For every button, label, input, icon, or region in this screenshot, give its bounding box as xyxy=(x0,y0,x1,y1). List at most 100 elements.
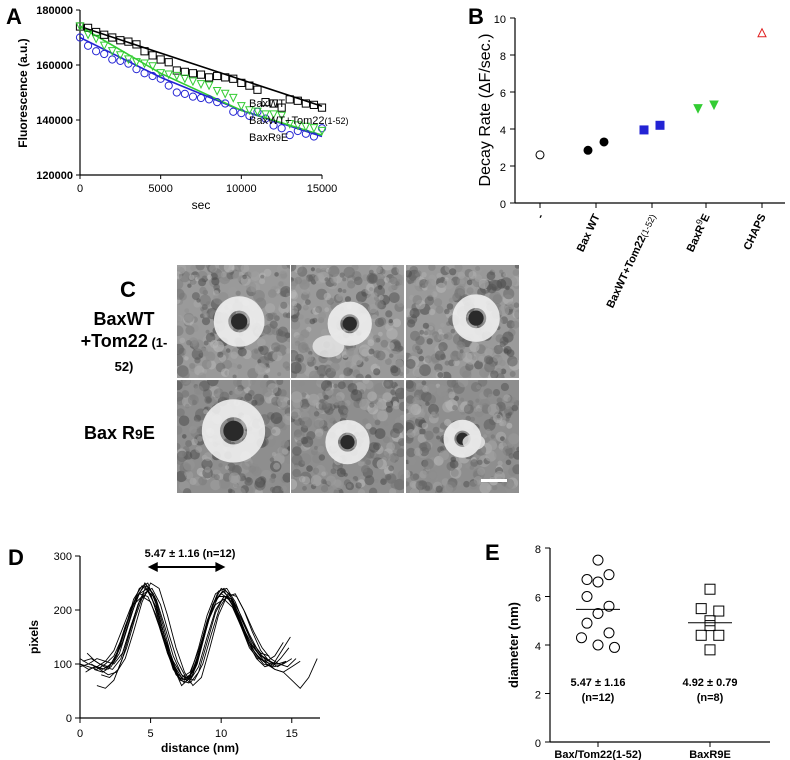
em-noise-blob xyxy=(357,489,366,493)
em-noise-blob xyxy=(424,430,434,441)
em-noise-blob xyxy=(309,318,316,325)
chart-b-point xyxy=(639,125,649,135)
em-noise-blob xyxy=(376,350,386,361)
em-noise-blob xyxy=(457,271,465,279)
em-noise-blob xyxy=(302,485,307,491)
em-noise-blob xyxy=(355,373,364,378)
em-noise-blob xyxy=(392,318,402,328)
em-noise-blob xyxy=(484,361,495,373)
em-noise-blob xyxy=(425,485,431,491)
em-noise-blob xyxy=(470,416,475,422)
em-noise-blob xyxy=(354,276,363,286)
em-noise-blob xyxy=(409,308,420,319)
em-noise-blob xyxy=(282,312,289,318)
em-noise-blob xyxy=(415,480,426,491)
em-noise-blob xyxy=(191,292,200,301)
em-noise-blob xyxy=(399,277,404,286)
em-noise-blob xyxy=(204,466,211,473)
em-noise-blob xyxy=(291,314,299,323)
panel-label-d: D xyxy=(8,545,24,570)
em-noise-blob xyxy=(328,487,340,493)
chart-e-point-0 xyxy=(603,627,615,639)
em-noise-blob xyxy=(367,339,375,347)
em-noise-blob xyxy=(308,343,313,348)
em-noise-blob xyxy=(191,348,204,360)
chart-b-category-label: BaxWT+Tom22(1-52) xyxy=(605,212,659,310)
em-noise-blob xyxy=(457,380,469,388)
chart-d-xtick-label: 0 xyxy=(77,728,83,740)
em-noise-blob xyxy=(203,409,209,415)
em-noise-blob xyxy=(424,355,433,364)
em-noise-blob xyxy=(269,486,276,492)
em-noise-blob xyxy=(206,274,212,280)
em-noise-blob xyxy=(315,432,323,440)
chart-a-point-2 xyxy=(301,122,311,132)
em-noise-blob xyxy=(421,272,427,278)
em-noise-blob xyxy=(318,402,327,411)
em-noise-blob xyxy=(317,445,325,453)
em-noise-blob xyxy=(346,348,354,357)
em-noise-blob xyxy=(378,331,383,337)
em-noise-blob xyxy=(177,426,183,435)
chart-a-point-1 xyxy=(92,47,101,56)
em-noise-blob xyxy=(192,339,205,351)
panel-label-e: E xyxy=(485,540,500,565)
em-noise-blob xyxy=(490,434,495,439)
em-noise-blob xyxy=(263,374,269,378)
em-noise-blob xyxy=(308,370,320,378)
chart-a-point-1 xyxy=(75,33,85,42)
chart-d-ytick-label: 300 xyxy=(54,551,72,563)
em-noise-blob xyxy=(469,465,475,470)
em-image xyxy=(406,380,519,493)
em-noise-blob xyxy=(182,488,192,493)
em-noise-blob xyxy=(299,279,310,290)
em-noise-blob xyxy=(511,404,519,412)
chart-a-point-1 xyxy=(277,124,286,133)
em-noise-blob xyxy=(237,347,247,357)
em-noise-blob xyxy=(361,348,370,357)
em-noise-blob xyxy=(330,276,337,284)
chart-a-point-1 xyxy=(261,114,270,123)
chart-b-point xyxy=(709,100,719,111)
em-noise-blob xyxy=(487,403,500,416)
em-noise-blob xyxy=(257,340,263,346)
em-noise-blob xyxy=(406,395,415,404)
chart-a-point-2 xyxy=(140,59,149,69)
em-noise-blob xyxy=(494,448,506,461)
chart-e-category-label: Bax/Tom22(1-52) xyxy=(554,749,642,760)
em-noise-blob xyxy=(189,477,197,485)
chart-a-point-0 xyxy=(237,78,246,87)
chart-b-point xyxy=(535,150,545,160)
chart-d-ytick-label: 200 xyxy=(54,605,72,617)
em-image-tile xyxy=(406,265,519,378)
em-noise-blob xyxy=(319,373,325,378)
em-noise-blob xyxy=(438,342,448,352)
chart-a-point-2 xyxy=(277,111,287,121)
em-noise-blob xyxy=(470,459,479,467)
em-image xyxy=(291,380,404,493)
em-noise-blob xyxy=(269,457,275,462)
em-noise-blob xyxy=(292,398,303,409)
chart-a-point-1 xyxy=(229,107,238,116)
chart-a-legend-main: BaxWT+Tom22 xyxy=(249,115,325,127)
em-noise-blob xyxy=(187,394,199,406)
em-noise-blob xyxy=(496,397,503,404)
em-noise-blob xyxy=(495,334,504,343)
em-noise-blob xyxy=(415,382,423,391)
em-noise-blob xyxy=(377,285,383,290)
em-noise-blob xyxy=(444,308,450,315)
em-noise-blob xyxy=(279,389,287,397)
em-noise-blob xyxy=(459,349,464,354)
em-noise-blob xyxy=(196,270,208,282)
em-noise-blob xyxy=(224,465,230,470)
chart-b-category-label: CHAPS xyxy=(742,212,769,252)
em-noise-blob xyxy=(257,359,262,364)
chart-b-category-sub: (1-52) xyxy=(639,213,658,239)
chart-a-legend-tail: E xyxy=(281,132,288,144)
em-noise-blob xyxy=(273,346,280,353)
chart-a-point-1 xyxy=(221,99,230,108)
chart-a-point-1 xyxy=(293,126,302,136)
em-noise-blob xyxy=(301,476,311,485)
em-noise-blob xyxy=(424,296,435,306)
em-noise-blob xyxy=(213,474,220,481)
